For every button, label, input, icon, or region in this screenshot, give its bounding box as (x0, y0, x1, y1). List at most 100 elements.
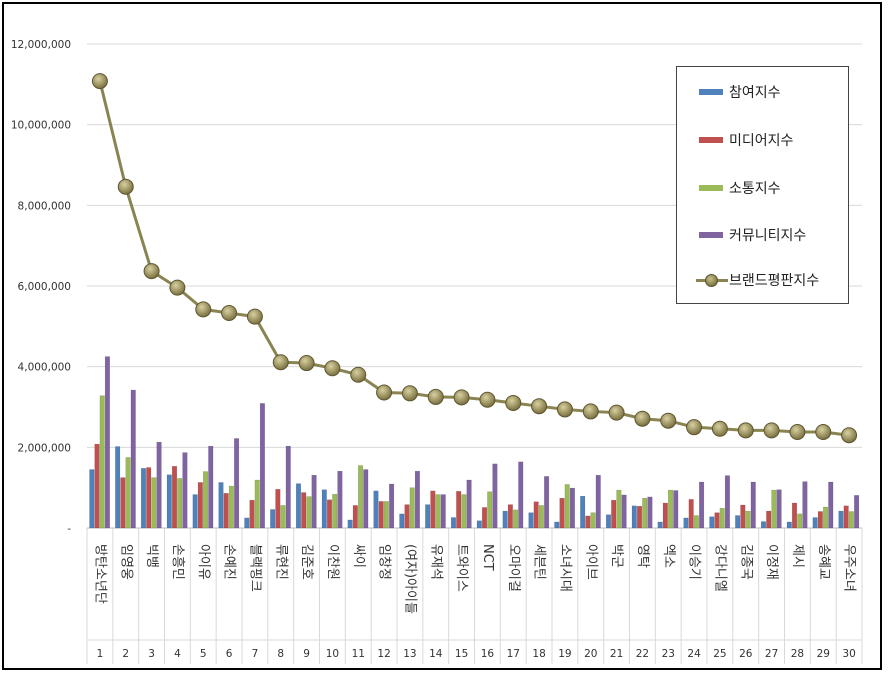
bar-4 (776, 489, 782, 529)
rank-label: 13 (403, 648, 416, 660)
bar-3 (228, 485, 234, 529)
bar-2 (482, 507, 488, 529)
brand-index-point (246, 308, 263, 325)
legend-swatch-participation (699, 89, 723, 95)
legend-item-participation: 참여지수 (677, 80, 848, 104)
brand-index-point (763, 422, 780, 439)
bar-4 (492, 463, 498, 529)
bar-3 (203, 471, 209, 529)
bar-1 (838, 510, 844, 529)
bar-4 (440, 494, 446, 529)
bar-1 (373, 490, 379, 529)
bar-3 (823, 506, 829, 529)
brand-index-point (556, 401, 573, 418)
bar-1 (218, 482, 224, 529)
category-label: 싸이 (351, 544, 366, 568)
bar-3 (616, 489, 622, 529)
bar-1 (760, 521, 766, 529)
bar-2 (456, 491, 462, 529)
bar-1 (244, 517, 250, 529)
rank-label: 12 (377, 648, 390, 660)
rank-label: 21 (610, 648, 623, 660)
bar-1 (528, 512, 534, 529)
brand-index-point (350, 366, 367, 383)
bar-1 (115, 446, 121, 529)
brand-index-point (401, 385, 418, 402)
bar-4 (259, 403, 265, 529)
bar-2 (94, 443, 100, 529)
bar-2 (766, 510, 772, 529)
brand-index-point (505, 394, 522, 411)
category-label: 류현진 (273, 544, 288, 580)
bar-3 (254, 479, 260, 529)
bar-2 (430, 490, 436, 529)
legend-label: 소통지수 (729, 181, 781, 197)
brand-index-point (582, 403, 599, 420)
rank-label: 1 (97, 648, 104, 660)
bar-2 (559, 497, 565, 529)
brand-index-point (608, 404, 625, 421)
bar-4 (673, 490, 679, 529)
bar-2 (740, 504, 746, 529)
brand-index-point (711, 420, 728, 437)
bar-2 (533, 501, 539, 529)
bar-3 (280, 505, 286, 529)
bar-2 (714, 512, 720, 529)
rank-label: 18 (532, 648, 545, 660)
brand-index-point (815, 424, 832, 441)
category-label: 김준호 (299, 544, 314, 580)
bar-3 (848, 511, 854, 529)
category-label: 우주소녀 (842, 544, 857, 592)
category-label: 엑소 (661, 544, 676, 568)
bar-2 (585, 515, 591, 529)
category-label: 유재석 (428, 544, 443, 580)
bar-1 (709, 516, 715, 529)
bar-2 (688, 499, 694, 529)
y-tick-label: 6,000,000 (18, 281, 71, 293)
bar-2 (249, 499, 255, 529)
rank-label: 19 (558, 648, 571, 660)
bar-2 (172, 466, 178, 529)
bar-1 (605, 514, 611, 529)
rank-label: 30 (842, 648, 855, 660)
bar-1 (631, 505, 637, 529)
rank-label: 8 (277, 648, 284, 660)
category-label: 오마이걸 (506, 544, 521, 592)
bar-3 (461, 494, 467, 529)
bar-4 (337, 470, 343, 529)
y-tick-label: 2,000,000 (18, 442, 71, 454)
category-label: 소녀시대 (557, 544, 572, 592)
brand-index-point (324, 360, 341, 377)
category-label: (여자)아이들 (402, 544, 417, 614)
bar-2 (611, 499, 617, 529)
category-label: 임영웅 (118, 544, 133, 580)
bar-1 (735, 515, 741, 529)
legend-label: 커뮤니티지수 (729, 228, 807, 244)
legend-item-brand-index: 브랜드평판지수 (677, 268, 848, 292)
category-label: 트와이스 (454, 544, 469, 592)
bar-3 (306, 496, 312, 529)
bar-1 (425, 504, 431, 529)
bar-4 (104, 356, 110, 529)
category-label: 아이유 (196, 544, 211, 580)
bar-4 (234, 438, 240, 529)
bar-2 (817, 511, 823, 529)
brand-index-point (660, 412, 677, 429)
bar-3 (151, 477, 157, 529)
legend-swatch-communication (699, 185, 723, 191)
bar-2 (197, 482, 203, 529)
bar-4 (311, 474, 317, 529)
bar-4 (595, 474, 601, 529)
bar-2 (662, 502, 668, 529)
rank-label: 28 (791, 648, 804, 660)
bar-1 (140, 468, 146, 529)
bar-3 (564, 484, 570, 529)
bar-1 (347, 519, 353, 529)
bar-4 (466, 479, 472, 529)
bar-1 (295, 483, 301, 529)
legend-label: 브랜드평판지수 (729, 273, 820, 289)
bar-2 (637, 506, 643, 529)
brand-index-point (221, 305, 238, 322)
bar-1 (192, 494, 198, 529)
category-label: 영탁 (635, 544, 650, 568)
